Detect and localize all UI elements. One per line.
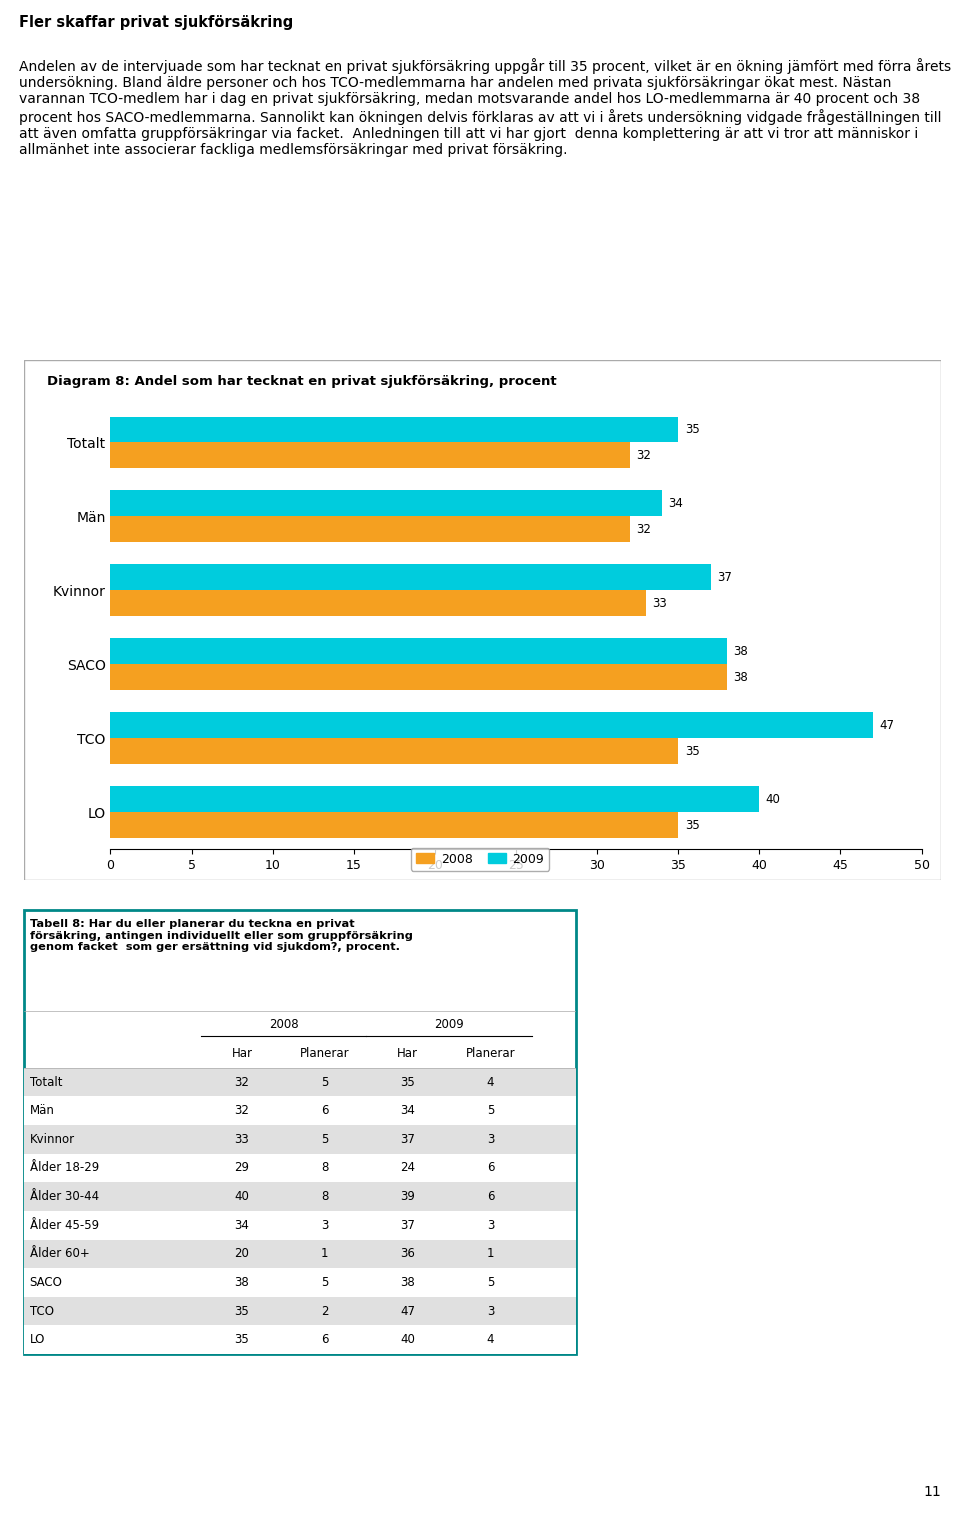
Text: 36: 36: [400, 1247, 415, 1261]
Text: 3: 3: [487, 1305, 494, 1317]
Text: 3: 3: [322, 1219, 328, 1232]
Text: TCO: TCO: [30, 1305, 54, 1317]
Text: 1: 1: [321, 1247, 328, 1261]
Text: Totalt: Totalt: [30, 1076, 62, 1089]
Text: 47: 47: [879, 719, 895, 731]
Text: 38: 38: [733, 644, 748, 658]
Text: Andelen av de intervjuade som har tecknat en privat sjukförsäkring uppgår till 3: Andelen av de intervjuade som har teckna…: [19, 58, 951, 158]
Text: 24: 24: [400, 1161, 415, 1175]
Text: 38: 38: [733, 670, 748, 684]
Text: 5: 5: [487, 1105, 494, 1117]
Text: 5: 5: [487, 1276, 494, 1288]
Text: Har: Har: [397, 1047, 419, 1060]
Text: Ålder 30-44: Ålder 30-44: [30, 1190, 99, 1203]
Text: 35: 35: [400, 1076, 415, 1089]
Text: 2008: 2008: [269, 1019, 299, 1031]
Bar: [24, 1325, 576, 1354]
Text: 5: 5: [322, 1132, 328, 1146]
Text: 8: 8: [322, 1161, 328, 1175]
Bar: [110, 517, 630, 542]
Text: Ålder 45-59: Ålder 45-59: [30, 1219, 99, 1232]
Text: Planerar: Planerar: [300, 1047, 349, 1060]
Text: 20: 20: [234, 1247, 250, 1261]
Text: 33: 33: [234, 1132, 250, 1146]
Text: 37: 37: [400, 1132, 415, 1146]
Text: Diagram 8: Andel som har tecknat en privat sjukförsäkring, procent: Diagram 8: Andel som har tecknat en priv…: [47, 375, 557, 389]
Text: 3: 3: [487, 1132, 494, 1146]
Text: LO: LO: [30, 1333, 45, 1346]
Bar: [110, 442, 630, 468]
Text: 11: 11: [924, 1484, 941, 1499]
Text: 35: 35: [684, 819, 700, 832]
Text: 40: 40: [766, 793, 780, 806]
Text: SACO: SACO: [30, 1276, 62, 1288]
Text: 4: 4: [487, 1333, 494, 1346]
Text: 32: 32: [234, 1105, 250, 1117]
Text: 6: 6: [321, 1333, 328, 1346]
Text: Män: Män: [30, 1105, 55, 1117]
Bar: [110, 591, 646, 617]
Text: 32: 32: [636, 523, 651, 535]
Text: 33: 33: [652, 597, 667, 610]
Bar: [110, 416, 678, 442]
Text: 37: 37: [400, 1219, 415, 1232]
Bar: [24, 1210, 576, 1239]
Bar: [110, 565, 710, 591]
Bar: [110, 786, 759, 812]
Text: 35: 35: [234, 1305, 250, 1317]
Text: 4: 4: [487, 1076, 494, 1089]
Text: Har: Har: [231, 1047, 252, 1060]
Text: Tabell 8: Har du eller planerar du teckna en privat
försäkring, antingen individ: Tabell 8: Har du eller planerar du teckn…: [30, 920, 413, 952]
Text: 35: 35: [684, 745, 700, 757]
Bar: [24, 1183, 576, 1210]
Text: 6: 6: [487, 1161, 494, 1175]
Text: 37: 37: [717, 571, 732, 584]
Text: 8: 8: [322, 1190, 328, 1203]
Text: 32: 32: [636, 448, 651, 462]
Bar: [110, 812, 678, 838]
Text: 5: 5: [322, 1276, 328, 1288]
Bar: [110, 664, 727, 690]
Legend: 2008, 2009: 2008, 2009: [411, 848, 549, 871]
Text: Ålder 18-29: Ålder 18-29: [30, 1161, 99, 1175]
Text: 40: 40: [234, 1190, 250, 1203]
Text: 35: 35: [684, 422, 700, 436]
Text: 34: 34: [400, 1105, 415, 1117]
Bar: [24, 1125, 576, 1154]
Text: 1: 1: [487, 1247, 494, 1261]
Text: 2009: 2009: [434, 1019, 464, 1031]
Text: Ålder 60+: Ålder 60+: [30, 1247, 89, 1261]
Bar: [110, 491, 662, 517]
Text: Planerar: Planerar: [466, 1047, 516, 1060]
Text: Kvinnor: Kvinnor: [30, 1132, 75, 1146]
Text: Fler skaffar privat sjukförsäkring: Fler skaffar privat sjukförsäkring: [19, 15, 294, 31]
Text: 32: 32: [234, 1076, 250, 1089]
Text: 39: 39: [400, 1190, 415, 1203]
Bar: [24, 1297, 576, 1325]
Bar: [24, 1268, 576, 1297]
Text: 3: 3: [487, 1219, 494, 1232]
Text: 34: 34: [234, 1219, 250, 1232]
Bar: [110, 739, 678, 763]
Text: 2: 2: [321, 1305, 328, 1317]
Bar: [110, 713, 873, 737]
Text: 29: 29: [234, 1161, 250, 1175]
Text: 5: 5: [322, 1076, 328, 1089]
Bar: [24, 1097, 576, 1125]
Text: 38: 38: [400, 1276, 415, 1288]
Text: 6: 6: [487, 1190, 494, 1203]
Bar: [24, 1068, 576, 1097]
Bar: [24, 1239, 576, 1268]
Text: 34: 34: [668, 497, 684, 509]
Text: 38: 38: [234, 1276, 250, 1288]
Text: 40: 40: [400, 1333, 415, 1346]
Text: 6: 6: [321, 1105, 328, 1117]
Text: 47: 47: [400, 1305, 415, 1317]
Text: 35: 35: [234, 1333, 250, 1346]
Bar: [24, 1154, 576, 1183]
Bar: [110, 638, 727, 664]
